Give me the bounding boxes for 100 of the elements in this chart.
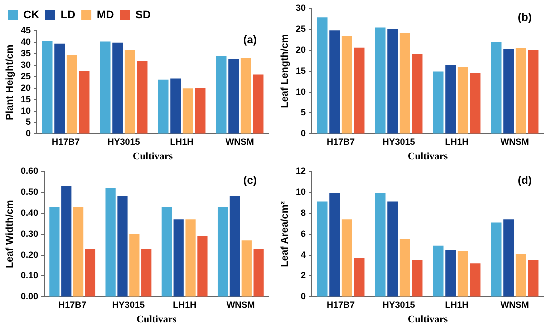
y-axis-title: Plant Height/cm <box>4 44 16 120</box>
bar <box>446 250 456 297</box>
bar <box>50 207 60 297</box>
annotation: (c) <box>244 174 258 187</box>
bar <box>158 80 169 134</box>
bar <box>528 50 539 134</box>
x-axis-title: Cultivars <box>133 152 174 163</box>
bar <box>375 193 386 297</box>
bar <box>228 58 240 134</box>
bar <box>118 196 128 297</box>
x-tick-label: H17B7 <box>327 300 356 310</box>
bar <box>375 28 386 134</box>
x-tick-label: WNSM <box>226 300 256 310</box>
bar <box>124 50 136 134</box>
bar <box>73 207 84 297</box>
y-tick-label: 0 <box>300 128 306 139</box>
legend-label: LD <box>60 10 76 22</box>
bar <box>330 193 340 297</box>
bar <box>516 254 526 297</box>
bar <box>388 202 398 297</box>
y-tick-label: 15 <box>296 66 306 76</box>
annotation: (b) <box>518 12 532 24</box>
bar <box>504 220 514 297</box>
y-tick-label: 30 <box>296 2 306 13</box>
y-axis-title: Leaf Width/cm <box>4 200 16 268</box>
y-tick-label: 12 <box>296 166 306 176</box>
y-tick-label: 25 <box>296 24 306 34</box>
y-tick-label: 0.50 <box>20 186 39 197</box>
x-tick-label: H17B7 <box>58 300 87 310</box>
bar <box>216 56 227 134</box>
y-tick-label: 0.60 <box>20 166 39 176</box>
legend-label: CK <box>24 10 40 22</box>
x-tick-label: WNSM <box>500 300 530 310</box>
bar <box>330 30 340 134</box>
y-tick-label: 40 <box>20 36 32 47</box>
y-tick-label: 0.40 <box>20 208 39 218</box>
bar <box>433 72 444 134</box>
bar <box>186 220 196 297</box>
y-tick-label: 0 <box>26 128 32 139</box>
bar <box>412 260 423 297</box>
x-axis-title: Cultivars <box>408 152 448 163</box>
bar <box>317 18 328 134</box>
bar <box>412 54 423 134</box>
bar <box>100 42 111 134</box>
y-axis-title: Leaf Length/cm <box>280 34 291 108</box>
bar <box>112 42 124 134</box>
bar <box>170 78 182 134</box>
y-tick-label: 2 <box>300 270 306 281</box>
y-tick-label: 25 <box>20 71 32 82</box>
annotation: (a) <box>244 34 258 47</box>
bar <box>400 33 410 134</box>
x-tick-label: HY3015 <box>108 137 140 148</box>
y-tick-label: 0.10 <box>20 270 39 281</box>
bar <box>198 236 208 297</box>
bar <box>354 48 365 134</box>
bar <box>85 248 96 297</box>
x-tick-label: LH1H <box>170 137 194 148</box>
y-axis-title: Leaf Area/cm² <box>280 200 291 268</box>
bar <box>54 44 66 134</box>
y-tick-label: 30 <box>20 60 32 70</box>
bar <box>388 29 398 134</box>
bar <box>142 248 152 297</box>
bar <box>195 88 206 134</box>
bar <box>504 49 514 134</box>
bar <box>470 72 481 134</box>
bar <box>242 240 252 297</box>
bar <box>342 220 352 297</box>
y-tick-label: 6 <box>300 228 306 239</box>
bar <box>79 71 90 134</box>
y-tick-label: 10 <box>296 86 306 97</box>
x-tick-label: H17B7 <box>52 137 80 148</box>
bar <box>446 65 456 134</box>
bar <box>354 258 365 297</box>
bar <box>491 42 502 134</box>
bar <box>130 234 140 297</box>
bar <box>458 67 468 134</box>
x-tick-label: LH1H <box>173 300 197 310</box>
x-tick-label: HY3015 <box>382 137 416 148</box>
bar <box>491 222 502 297</box>
y-tick-label: 0 <box>300 292 306 302</box>
bar <box>66 56 78 134</box>
legend-label: SD <box>136 10 151 22</box>
y-tick-label: 45 <box>20 25 32 36</box>
annotation: (d) <box>518 174 532 187</box>
y-tick-label: 15 <box>20 94 32 104</box>
y-tick-label: 8 <box>300 208 306 218</box>
y-tick-label: 10 <box>296 186 306 197</box>
bar <box>400 240 410 297</box>
bar <box>528 260 539 297</box>
bar <box>516 48 526 134</box>
x-tick-label: WNSM <box>500 137 530 148</box>
bar <box>230 196 240 297</box>
y-tick-label: 35 <box>20 48 32 58</box>
y-tick-label: 5 <box>26 117 32 128</box>
bar <box>433 246 444 297</box>
y-tick-label: 0.30 <box>20 228 39 239</box>
bar <box>240 58 252 134</box>
y-tick-label: 4 <box>300 250 306 260</box>
x-tick-label: LH1H <box>445 300 469 310</box>
bar <box>253 74 264 134</box>
